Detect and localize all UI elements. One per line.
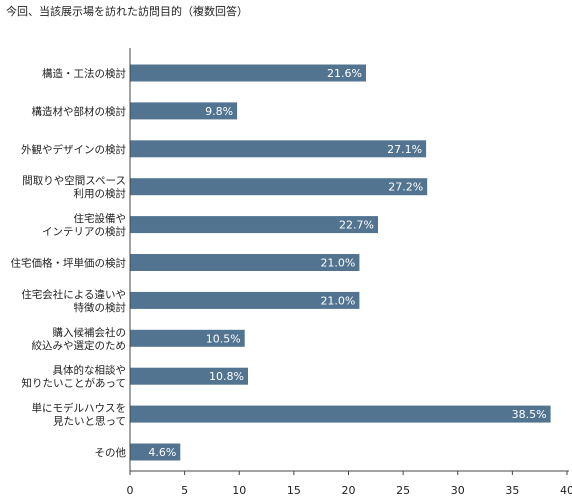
category-label-5: 住宅価格・坪単価の検討 <box>11 257 127 270</box>
category-label-4-line-0: 住宅設備や <box>74 212 127 225</box>
bar-value-label-4: 22.7% <box>339 219 374 232</box>
bar-value-label-5: 21.0% <box>320 257 355 270</box>
bar-value-label-0: 21.6% <box>327 67 362 80</box>
chart-title: 今回、当該展示場を訪れた訪問目的（複数回答） <box>6 5 248 18</box>
bar-3 <box>130 178 428 196</box>
x-tick-label-3: 15 <box>287 484 301 497</box>
bar-value-label-10: 4.6% <box>148 446 176 459</box>
category-label-2: 外観やデザインの検討 <box>21 143 126 156</box>
x-tick-label-0: 0 <box>127 484 134 497</box>
bar-6 <box>130 291 360 309</box>
category-label-4-line-1: インテリアの検討 <box>42 225 126 238</box>
bar-value-label-6: 21.0% <box>320 294 355 307</box>
bar-5 <box>130 254 360 271</box>
category-label-0: 構造・工法の検討 <box>42 67 126 80</box>
bar-value-label-3: 27.2% <box>388 181 423 194</box>
category-label-7-line-1: 絞込みや選定のため <box>32 339 127 352</box>
category-label-10: その他 <box>95 446 127 459</box>
category-label-9-line-0: 単にモデルハウスを <box>32 402 127 415</box>
x-tick-label-7: 35 <box>505 484 519 497</box>
bar-7 <box>130 329 245 347</box>
bar-value-label-2: 27.1% <box>387 143 422 156</box>
bar-value-label-7: 10.5% <box>206 332 241 345</box>
bar-10 <box>130 443 181 461</box>
bar-1 <box>130 102 238 120</box>
category-label-3-line-0: 間取りや空間スペース <box>22 174 126 187</box>
category-label-9-line-1: 見たいと思って <box>53 416 126 428</box>
bar-value-label-1: 9.8% <box>205 105 233 118</box>
x-tick-label-5: 25 <box>396 484 410 497</box>
bar-4 <box>130 216 378 234</box>
category-label-6-line-0: 住宅会社による違いや <box>21 288 126 301</box>
bar-8 <box>130 367 248 385</box>
bar-0 <box>130 64 366 82</box>
bar-2 <box>130 140 427 158</box>
category-label-8-line-0: 具体的な相談や <box>53 364 127 377</box>
x-tick-label-4: 20 <box>342 484 356 497</box>
category-label-1: 構造材や部材の検討 <box>32 105 127 118</box>
category-label-6-line-1: 特徴の検討 <box>74 301 127 314</box>
x-tick-label-2: 10 <box>232 484 246 497</box>
category-label-7-line-0: 購入候補会社の <box>53 326 127 339</box>
bar-value-label-9: 38.5% <box>512 408 547 421</box>
x-tick-label-6: 30 <box>451 484 465 497</box>
bar-value-label-8: 10.8% <box>209 370 244 383</box>
category-label-3-line-1: 利用の検討 <box>74 187 127 200</box>
x-tick-label-1: 5 <box>181 484 188 497</box>
x-tick-label-8: 40 <box>560 484 572 497</box>
bar-9 <box>130 405 551 423</box>
category-label-8-line-1: 知りたいことがあって <box>22 377 126 390</box>
